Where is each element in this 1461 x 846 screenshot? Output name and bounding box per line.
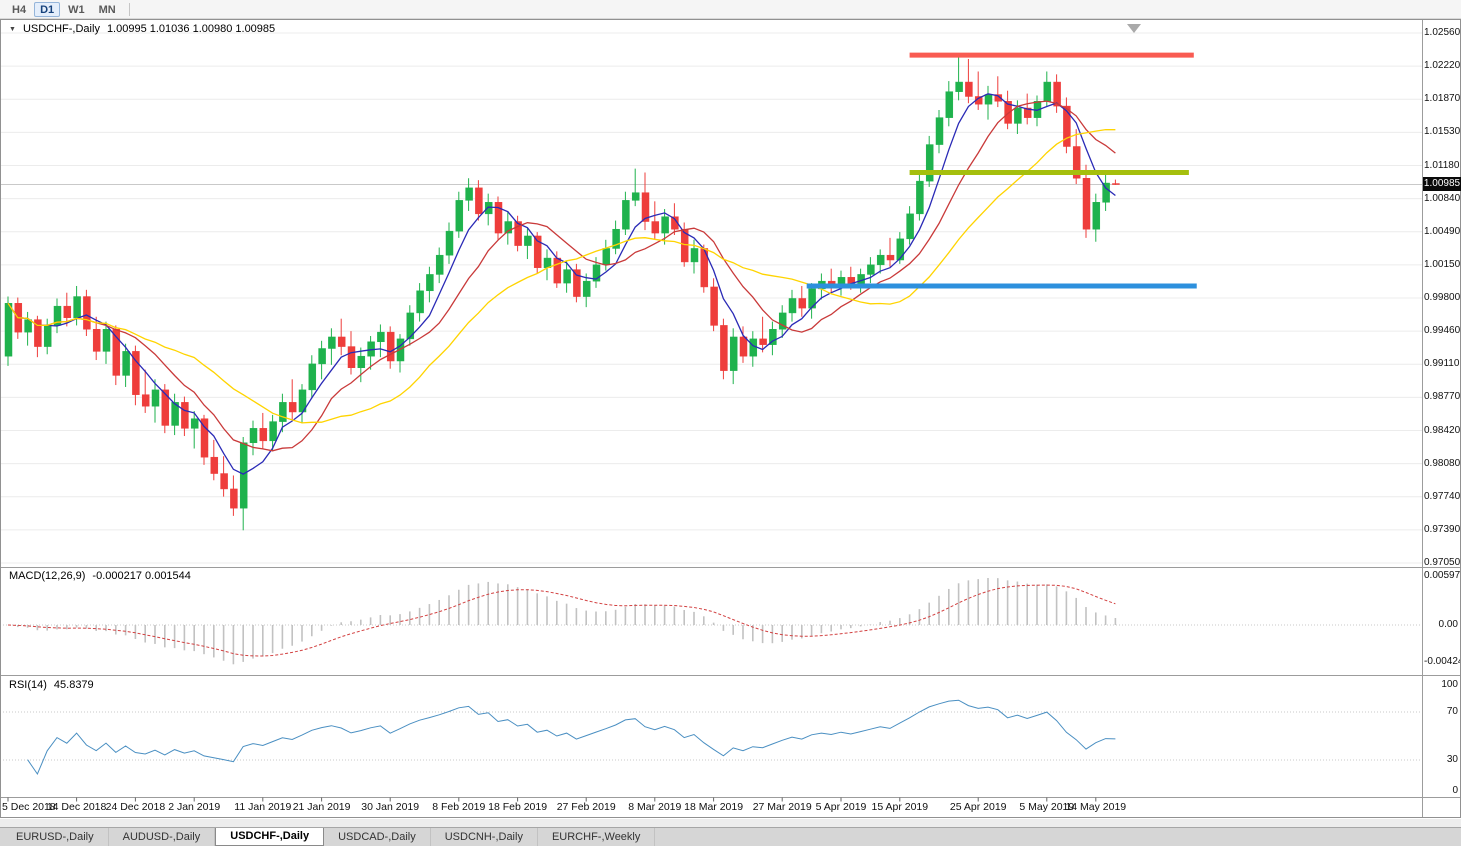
timeframe-button-w1[interactable]: W1 (68, 3, 85, 16)
tab-usdcad-daily[interactable]: USDCAD-,Daily (324, 828, 431, 846)
fast-ma-line (7, 93, 1116, 475)
slow-ma-line (7, 128, 1116, 424)
timeframe-button-h4[interactable]: H4 (12, 3, 27, 16)
rsi-label: RSI(14) (9, 679, 47, 691)
chart-tabs-bar: EURUSD-,Daily AUDUSD-,Daily USDCHF-,Daily U… (0, 827, 1461, 846)
tab-usdchf-daily[interactable]: USDCHF-,Daily (215, 828, 325, 846)
bottom-strip (0, 819, 1461, 827)
timeframe-toolbar: H4 D1 W1 MN (0, 0, 1461, 19)
price-gridlines (0, 32, 1422, 564)
rsi-value: 45.8379 (53, 679, 94, 691)
chart-symbol-title: USDCHF-,Daily (22, 23, 100, 35)
timeframe-button-d1[interactable]: D1 (34, 1, 61, 17)
candlestick-series (4, 56, 1120, 531)
timeframe-button-mn[interactable]: MN (98, 3, 116, 16)
current-price-badge: 1.00985 (1423, 177, 1461, 191)
macd-signal-line (7, 584, 1116, 657)
rsi-pane-label: RSI(14) 45.8379 (9, 679, 94, 691)
tab-usdcnh-daily[interactable]: USDCNH-,Daily (431, 828, 538, 846)
chart-title: ▼ USDCHF-,Daily 1.00995 1.01036 1.00980 … (9, 23, 275, 35)
chart-ohlc-values: 1.00995 1.01036 1.00980 1.00985 (106, 23, 276, 35)
rsi-line (27, 699, 1116, 776)
toolbar-separator (128, 2, 130, 16)
macd-histogram (16, 578, 1117, 665)
tab-audusd-daily[interactable]: AUDUSD-,Daily (109, 828, 216, 846)
medium-ma-line (7, 100, 1116, 452)
chart-shift-icon[interactable] (1127, 24, 1141, 33)
macd-values: -0.000217 0.001544 (92, 570, 191, 582)
tab-eurusd-daily[interactable]: EURUSD-,Daily (2, 828, 109, 846)
macd-pane-label: MACD(12,26,9) -0.000217 0.001544 (9, 570, 191, 582)
tab-eurchf-weekly[interactable]: EURCHF-,Weekly (538, 828, 656, 846)
macd-label: MACD(12,26,9) (9, 570, 86, 582)
collapse-arrow-icon[interactable]: ▼ (9, 25, 16, 33)
timeframe-buttons: H4 D1 W1 MN (6, 1, 122, 17)
